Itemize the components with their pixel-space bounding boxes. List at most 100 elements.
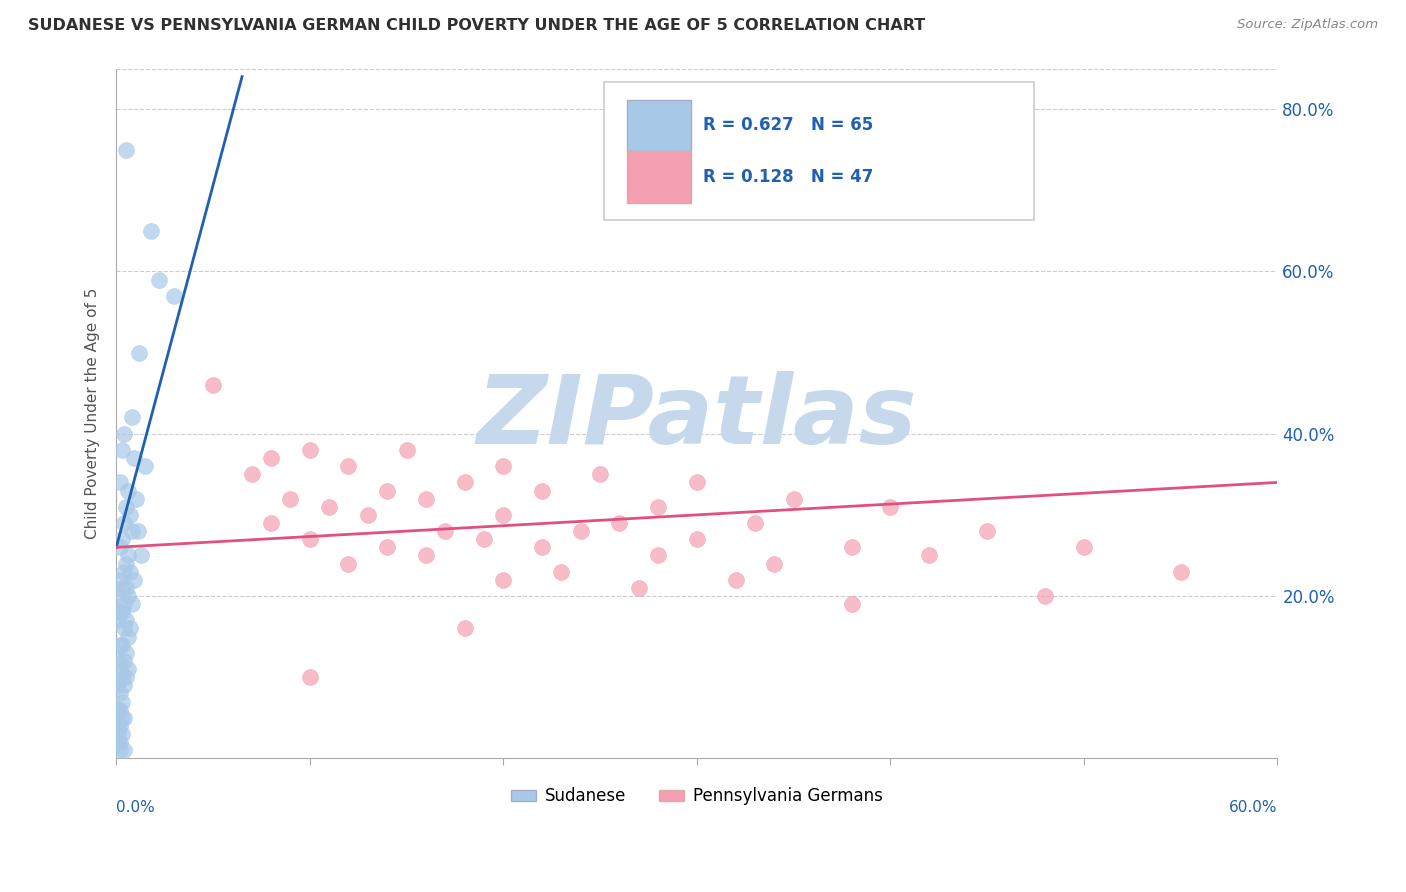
Point (107, 678, 129, 692)
Point (492, 459, 515, 474)
Point (128, 345, 150, 359)
Point (121, 410, 143, 425)
Point (111, 638, 134, 652)
Point (117, 483, 139, 498)
Point (686, 475, 709, 490)
Point (415, 491, 437, 506)
Point (107, 613, 129, 627)
Point (163, 289, 186, 303)
Point (627, 581, 650, 595)
FancyBboxPatch shape (627, 152, 690, 203)
Point (108, 605, 131, 619)
Point (357, 508, 380, 522)
Point (589, 467, 612, 482)
Point (112, 654, 135, 668)
Point (115, 670, 138, 684)
Point (107, 654, 129, 668)
Point (111, 670, 134, 684)
Point (531, 483, 554, 498)
Point (609, 516, 631, 530)
Point (202, 378, 225, 392)
Point (112, 597, 135, 611)
Point (107, 719, 129, 733)
Point (127, 524, 149, 538)
Text: SUDANESE VS PENNSYLVANIA GERMAN CHILD POVERTY UNDER THE AGE OF 5 CORRELATION CHA: SUDANESE VS PENNSYLVANIA GERMAN CHILD PO… (28, 18, 925, 33)
Point (260, 516, 283, 530)
Point (1073, 541, 1095, 555)
Point (118, 565, 141, 579)
Point (115, 500, 138, 514)
Point (298, 442, 321, 457)
Point (118, 622, 141, 636)
Point (111, 711, 134, 725)
Point (112, 678, 135, 692)
Point (111, 605, 134, 619)
Point (375, 483, 398, 498)
Point (115, 613, 138, 627)
Point (122, 451, 145, 466)
Point (117, 662, 139, 676)
Point (112, 516, 135, 530)
Point (763, 557, 786, 571)
Point (686, 533, 709, 547)
Point (112, 426, 135, 441)
Text: 0.0%: 0.0% (117, 800, 155, 814)
Point (415, 549, 437, 563)
Point (107, 727, 129, 741)
Point (139, 224, 162, 238)
Point (782, 491, 804, 506)
Point (108, 662, 131, 676)
Point (434, 524, 457, 538)
Point (121, 597, 143, 611)
Point (108, 719, 131, 733)
Point (744, 516, 766, 530)
Point (531, 541, 554, 555)
Point (1033, 589, 1056, 603)
Text: 60.0%: 60.0% (1229, 800, 1278, 814)
Y-axis label: Child Poverty Under the Age of 5: Child Poverty Under the Age of 5 (86, 288, 100, 539)
Point (121, 524, 143, 538)
Point (112, 743, 135, 757)
Point (112, 711, 135, 725)
Point (111, 581, 134, 595)
Point (112, 565, 135, 579)
Point (118, 508, 141, 522)
Point (918, 549, 941, 563)
Point (131, 549, 153, 563)
Point (569, 524, 592, 538)
Point (375, 541, 398, 555)
Point (117, 630, 139, 644)
Point (298, 533, 321, 547)
Point (492, 573, 515, 587)
Point (879, 500, 901, 514)
Point (115, 581, 138, 595)
Point (108, 475, 131, 490)
Legend: Sudanese, Pennsylvania Germans: Sudanese, Pennsylvania Germans (505, 780, 889, 812)
Point (122, 573, 145, 587)
Point (647, 500, 669, 514)
Point (395, 442, 418, 457)
Point (108, 541, 131, 555)
Point (280, 491, 302, 506)
Point (453, 622, 475, 636)
Point (550, 565, 572, 579)
Point (115, 143, 138, 157)
Point (117, 589, 139, 603)
Point (124, 491, 146, 506)
Text: R = 0.627   N = 65: R = 0.627 N = 65 (703, 117, 873, 135)
Point (108, 703, 131, 717)
Point (107, 735, 129, 749)
FancyBboxPatch shape (605, 82, 1033, 220)
Point (111, 533, 134, 547)
Point (117, 549, 139, 563)
Point (148, 272, 170, 286)
Point (647, 549, 669, 563)
Point (108, 573, 131, 587)
Point (108, 686, 131, 700)
Point (115, 646, 138, 660)
Point (111, 727, 134, 741)
Text: R = 0.128   N = 47: R = 0.128 N = 47 (703, 169, 873, 186)
Point (492, 508, 515, 522)
Point (108, 743, 131, 757)
Text: ZIPatlas: ZIPatlas (477, 371, 917, 464)
